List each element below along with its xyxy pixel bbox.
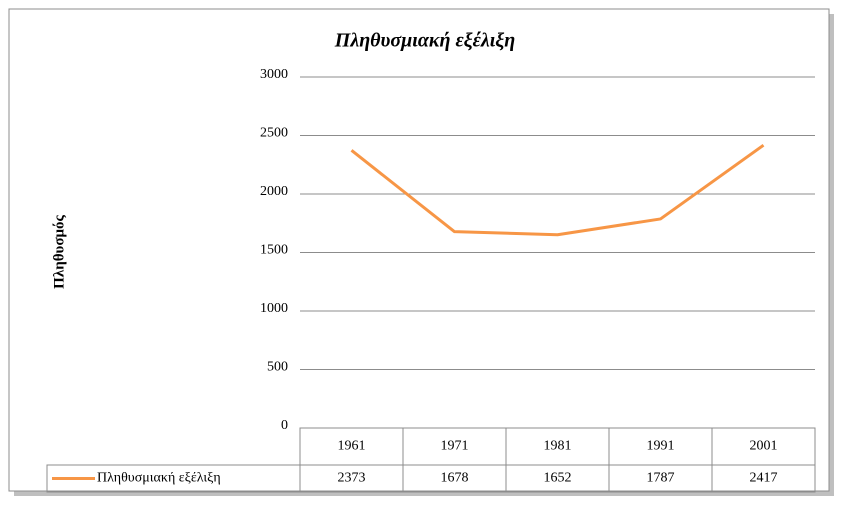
data-table-value: 1678 [441,471,469,486]
y-tick-label: 3000 [260,67,288,82]
y-tick-label: 500 [267,360,288,375]
data-table-frame [299,427,816,493]
chart-title: Πληθυσμιακή εξέλιξη [334,30,515,52]
data-table-value: 2417 [750,471,778,486]
y-tick-label: 1500 [260,243,288,258]
chart-frame [8,8,830,492]
y-axis-label: Πληθυσμός [51,215,67,289]
x-tick-label: 1961 [338,439,366,454]
x-tick-label: 1981 [544,439,572,454]
x-tick-label: 2001 [750,439,778,454]
data-table-value: 2373 [338,471,366,486]
x-tick-label: 1971 [441,439,469,454]
data-table-legend-cell [46,464,301,493]
data-table-value: 1652 [544,471,572,486]
y-tick-label: 1000 [260,301,288,316]
y-tick-label: 0 [281,418,288,433]
y-tick-label: 2000 [260,184,288,199]
legend-label: Πληθυσμιακή εξέλιξη [97,471,221,486]
series-line [350,143,765,237]
data-table-value: 1787 [647,471,675,486]
y-tick-label: 2500 [260,126,288,141]
x-tick-label: 1991 [647,439,675,454]
